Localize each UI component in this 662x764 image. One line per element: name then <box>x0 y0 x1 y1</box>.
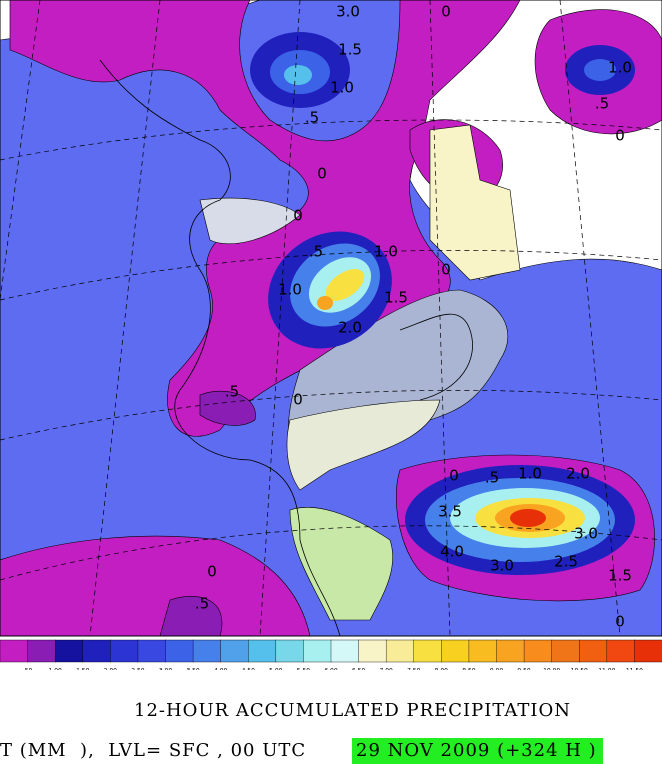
contour-label: 3.0 <box>336 3 360 21</box>
colorbar-swatch <box>468 639 498 663</box>
colorbar-label: 8.00 <box>435 668 449 671</box>
colorbar-swatch <box>579 639 608 663</box>
colorbar-label: 3.50 <box>186 668 200 671</box>
contour-label: 1.5 <box>338 41 362 59</box>
contour-label: 0 <box>293 391 303 409</box>
colorbar-swatch <box>496 639 525 663</box>
contour-label: 2.0 <box>566 465 590 483</box>
colorbar-swatch <box>441 639 470 663</box>
colorbar-swatch <box>634 639 662 663</box>
caption-line: T (MM ), LVL= SFC , 00 UTC <box>0 740 307 761</box>
colorbar-label: 5.00 <box>269 668 283 671</box>
contour-label: 2.5 <box>554 553 578 571</box>
colorbar-label: 4.50 <box>242 668 256 671</box>
contour-label: .5 <box>595 95 609 113</box>
colorbar-swatch <box>551 639 580 663</box>
caption-title: 12-HOUR ACCUMULATED PRECIPITATION <box>134 700 572 721</box>
colorbar-swatch <box>192 639 222 663</box>
precip-maxima <box>250 32 635 575</box>
colorbar-label: 9.50 <box>517 668 531 671</box>
contour-label: 1.0 <box>330 79 354 97</box>
valid-time: 29 NOV 2009 (+324 H ) <box>352 738 603 764</box>
contour-label: 2.0 <box>338 319 362 337</box>
coastlines <box>99 59 473 637</box>
colorbar-swatch <box>523 639 553 663</box>
colorbar-label: 6.00 <box>324 668 338 671</box>
colorbar-swatch <box>220 639 249 663</box>
colorbar-swatch <box>303 639 332 663</box>
colorbar-swatch <box>606 639 636 663</box>
colorbar-label: 5.50 <box>297 668 311 671</box>
colorbar-swatch <box>358 639 387 663</box>
colorbar-label: 10.00 <box>543 668 560 671</box>
colorbar-swatch <box>27 639 56 663</box>
map-frame <box>0 0 662 637</box>
colorbar-swatch <box>385 639 415 663</box>
colorbar-swatch <box>248 639 277 663</box>
colorbar-label: 7.00 <box>379 668 393 671</box>
colorbar-swatch <box>110 639 139 663</box>
colorbar-label: 1.50 <box>76 668 90 671</box>
colorbar-swatch <box>82 639 112 663</box>
contour-label: 0 <box>441 261 451 279</box>
contour-label: .5 <box>485 469 499 487</box>
colorbar-swatch <box>137 639 167 663</box>
contour-label: 3.0 <box>490 557 514 575</box>
colorbar-label: 11.00 <box>598 668 615 671</box>
colorbar-label: 8.50 <box>462 668 476 671</box>
colorbar-swatch <box>0 639 29 663</box>
contour-label: 0 <box>615 613 625 631</box>
graticule <box>0 0 662 637</box>
colorbar-label: 2.00 <box>104 668 118 671</box>
colorbar-label: 10.50 <box>571 668 588 671</box>
contour-label: 1.0 <box>608 59 632 77</box>
contour-label: 0 <box>615 127 625 145</box>
colorbar-label: 6.50 <box>352 668 366 671</box>
contour-label: 0 <box>441 3 451 21</box>
colorbar-label: 7.50 <box>407 668 421 671</box>
colorbar-swatch <box>330 639 360 663</box>
contour-label: .5 <box>309 243 323 261</box>
contour-label: 3.5 <box>438 503 462 521</box>
colorbar-label: 3.00 <box>159 668 173 671</box>
colorbar-label: .50 <box>23 668 33 671</box>
contour-label: 4.0 <box>440 543 464 561</box>
colorbar-label: 11.50 <box>626 668 643 671</box>
colorbar-label: 9.00 <box>490 668 504 671</box>
colorbar-swatch <box>54 639 84 663</box>
contour-label: 0 <box>449 467 459 485</box>
contour-label: 1.5 <box>608 567 632 585</box>
contour-label: 0 <box>317 165 327 183</box>
contour-label: .5 <box>195 595 209 613</box>
contour-label: 1.0 <box>278 281 302 299</box>
contour-label: .5 <box>225 383 239 401</box>
contour-label: 0 <box>207 563 217 581</box>
colorbar-label: 4.00 <box>214 668 228 671</box>
colorbar-label: 1.00 <box>48 668 62 671</box>
contour-label: 1.5 <box>384 289 408 307</box>
contour-label: 1.0 <box>518 465 542 483</box>
contour-label: .5 <box>305 109 319 127</box>
contour-label: 1.0 <box>374 243 398 261</box>
colorbar-swatch <box>275 639 305 663</box>
colorbar-swatch <box>413 639 443 663</box>
colorbar-swatch <box>165 639 194 663</box>
colorbar-label: 2.50 <box>131 668 145 671</box>
contour-label: 0 <box>293 207 303 225</box>
contour-label: 3.0 <box>574 525 598 543</box>
